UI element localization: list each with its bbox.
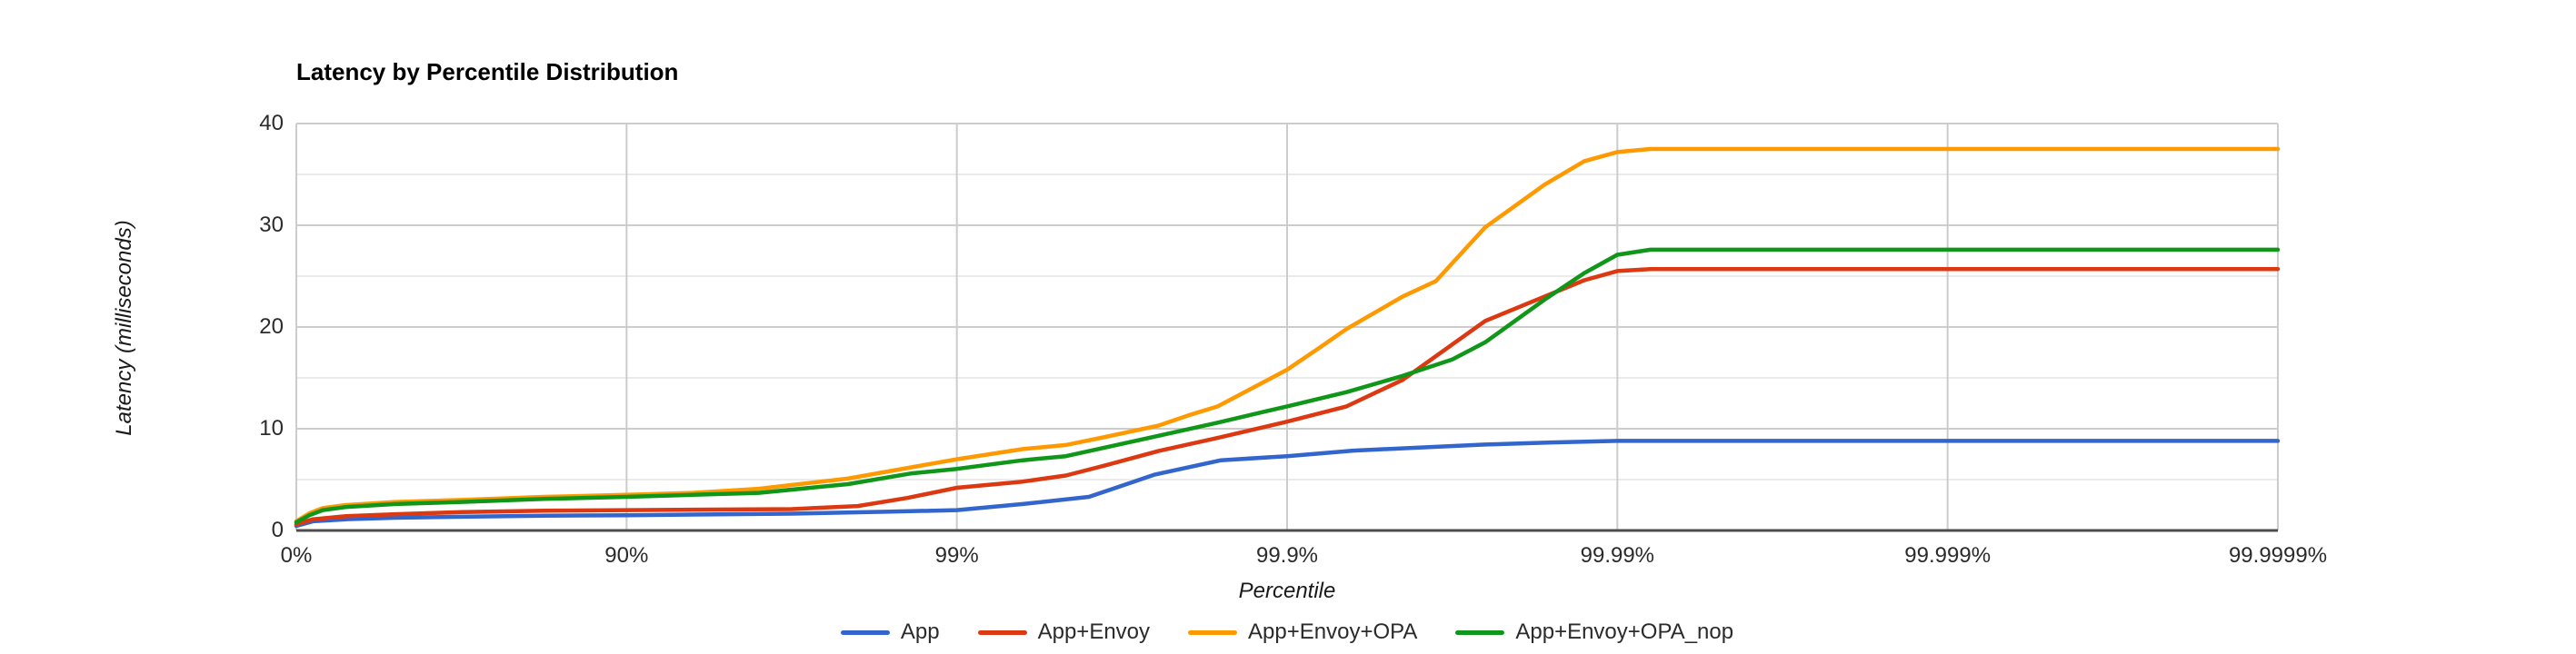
legend: App App+Envoy App+Envoy+OPA App+Envoy+OPA_n…: [296, 618, 2278, 647]
series-line-app: [294, 439, 2281, 529]
legend-swatch-icon: [840, 629, 890, 635]
x-tick-label-0pct: 0%: [280, 543, 313, 568]
y-tick-label-40: 40: [259, 111, 284, 135]
legend-item-app-envoy-opa-nop: App+Envoy+OPA_nop: [1455, 619, 1733, 645]
x-tick-label-99_9pct: 99.9%: [1255, 543, 1319, 568]
legend-label: App+Envoy: [1037, 619, 1151, 644]
x-tick-label-99_999pct: 99.999%: [1904, 543, 1992, 568]
series-line-app-envoy-opa-nop: [294, 247, 2281, 525]
y-tick-label-0: 0: [271, 518, 284, 542]
legend-swatch-icon: [1455, 629, 1505, 635]
x-axis-title: Percentile: [1238, 579, 1336, 603]
x-tick-label-99_9999pct: 99.9999%: [2228, 543, 2328, 568]
legend-item-app: App: [840, 619, 940, 645]
legend-swatch-icon: [977, 629, 1027, 635]
series-line-app-envoy: [294, 266, 2281, 527]
y-tick-label-20: 20: [259, 314, 284, 339]
legend-label: App+Envoy+OPA_nop: [1515, 619, 1734, 644]
legend-item-app-envoy: App+Envoy: [977, 619, 1151, 645]
x-tick-label-99_99pct: 99.99%: [1580, 543, 1655, 568]
y-tick-label-10: 10: [259, 416, 284, 441]
legend-label: App+Envoy+OPA: [1248, 619, 1418, 644]
legend-item-app-envoy-opa: App+Envoy+OPA: [1188, 619, 1417, 645]
chart-title: Latency by Percentile Distribution: [296, 58, 679, 85]
y-tick-label-30: 30: [259, 213, 284, 237]
legend-swatch-icon: [1188, 629, 1238, 635]
legend-label: App: [900, 619, 940, 644]
x-tick-label-99pct: 99%: [934, 543, 979, 568]
x-tick-label-90pct: 90%: [604, 543, 649, 568]
